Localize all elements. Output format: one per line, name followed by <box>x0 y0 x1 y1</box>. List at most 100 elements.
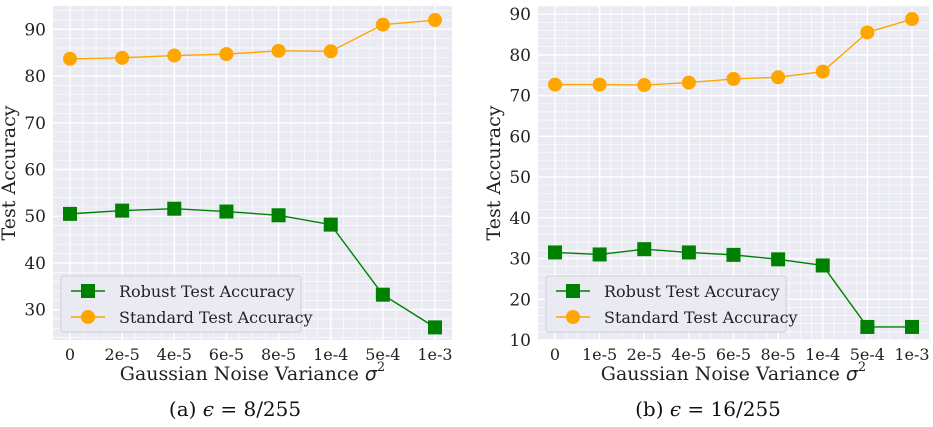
x-axis-label-symbol: σ <box>846 363 859 385</box>
legend-box <box>60 275 302 333</box>
legend-label: Robust Test Accuracy <box>604 282 780 301</box>
caption-b: (b) ϵ = 16/255 <box>635 397 781 421</box>
data-point <box>726 247 741 262</box>
legend-item: Robust Test Accuracy <box>71 282 295 301</box>
data-point <box>548 245 562 260</box>
y-tick-label: 30 <box>509 250 531 270</box>
data-point <box>905 319 919 334</box>
data-point <box>815 258 830 273</box>
data-point <box>428 320 442 335</box>
x-axis-label-exponent: 2 <box>858 360 866 375</box>
y-tick-label: 20 <box>509 290 531 310</box>
x-tick-label: 1e-5 <box>582 345 617 364</box>
data-point <box>815 64 830 79</box>
y-tick-label: 40 <box>509 209 531 229</box>
y-tick-label: 30 <box>24 301 46 321</box>
y-tick-label: 10 <box>509 331 531 351</box>
legend: Robust Test Accuracy Standard Test Accura… <box>60 275 313 333</box>
y-tick-label: 80 <box>509 46 531 66</box>
data-point <box>115 50 130 65</box>
chart-panel-a: 30 40 50 60 70 80 90 0 2e-5 4e-5 6e-5 8e-5 1e-4 5e-4 1… <box>0 6 453 421</box>
x-axis-label-symbol: σ <box>365 363 378 385</box>
y-tick-label: 50 <box>509 168 531 188</box>
y-tick-label: 90 <box>24 20 46 40</box>
data-point <box>860 319 875 334</box>
data-point <box>592 77 607 92</box>
data-point <box>63 51 77 66</box>
data-point <box>548 77 562 92</box>
x-axis-label-exponent: 2 <box>377 360 385 375</box>
x-tick-label: 0 <box>550 345 560 364</box>
x-axis-label: Gaussian Noise Variance σ2 <box>120 360 385 385</box>
legend-item: Robust Test Accuracy <box>556 282 780 301</box>
data-point <box>271 43 286 58</box>
x-tick-label: 4e-5 <box>671 345 706 364</box>
x-tick-label: 0 <box>65 345 75 364</box>
x-tick-label: 2e-5 <box>627 345 662 364</box>
x-axis-label-text: Gaussian Noise Variance <box>601 363 846 385</box>
x-tick-label: 1e-3 <box>417 345 452 364</box>
x-axis-label: Gaussian Noise Variance σ2 <box>601 360 866 385</box>
x-tick-label: 5e-4 <box>365 345 400 364</box>
y-tick-label: 60 <box>509 127 531 147</box>
data-point <box>323 44 338 59</box>
data-point <box>219 47 234 62</box>
y-axis-label: Test Accuracy <box>0 105 20 240</box>
x-tick-label: 1e-4 <box>313 345 348 364</box>
y-tick-label: 40 <box>24 254 46 274</box>
data-point <box>271 208 286 223</box>
series-line <box>69 208 436 328</box>
x-tick-label: 6e-5 <box>209 345 244 364</box>
caption-b-prefix: (b) <box>635 397 664 421</box>
y-tick-label: 70 <box>24 114 46 134</box>
y-tick-label: 80 <box>24 67 46 87</box>
x-axis-label-text: Gaussian Noise Variance <box>120 363 365 385</box>
data-point <box>637 242 652 257</box>
data-point <box>860 25 875 40</box>
series-robust <box>548 242 919 334</box>
legend-label: Robust Test Accuracy <box>119 282 295 301</box>
data-point <box>771 252 786 267</box>
data-point <box>63 206 77 221</box>
y-axis-label: Test Accuracy <box>483 105 505 240</box>
data-point <box>323 217 338 232</box>
series-line <box>69 19 436 60</box>
x-tick-label: 6e-5 <box>716 345 751 364</box>
caption-a: (a) ϵ = 8/255 <box>169 397 301 421</box>
data-point <box>167 48 182 63</box>
data-point <box>219 204 234 219</box>
legend-marker <box>81 284 95 298</box>
chart-a: 30 40 50 60 70 80 90 0 2e-5 4e-5 6e-5 8e-5 1e-4 5e-4 1… <box>0 6 453 385</box>
chart-panel-b: 10 20 30 40 50 60 70 80 90 0 1e-5 2e-5 4e-5 6e-5 8e-5 1… <box>470 0 933 427</box>
caption-a-value: = 8/255 <box>213 397 302 421</box>
legend-marker <box>566 284 580 298</box>
legend-marker <box>81 310 95 324</box>
data-point <box>681 75 696 90</box>
data-point <box>905 12 919 27</box>
data-point <box>637 78 652 93</box>
legend-item: Standard Test Accuracy <box>556 308 798 327</box>
x-tick-label: 8e-5 <box>761 345 796 364</box>
series-standard <box>548 12 919 93</box>
x-tick-label: 1e-4 <box>805 345 840 364</box>
legend-marker <box>566 310 580 324</box>
y-tick-label: 60 <box>24 160 46 180</box>
data-point <box>115 203 130 218</box>
data-point <box>375 287 390 302</box>
legend-label: Standard Test Accuracy <box>119 308 313 327</box>
data-point <box>167 201 182 216</box>
caption-b-epsilon: ϵ <box>669 397 682 421</box>
x-tick-label: 8e-5 <box>261 345 296 364</box>
x-tick-label: 4e-5 <box>157 345 192 364</box>
legend: Robust Test Accuracy Standard Test Accura… <box>545 275 798 333</box>
caption-a-prefix: (a) <box>168 397 197 421</box>
y-tick-label: 90 <box>509 5 531 25</box>
series-robust <box>63 201 442 335</box>
x-tick-label: 5e-4 <box>850 345 885 364</box>
legend-box <box>545 275 787 333</box>
data-point <box>592 247 607 262</box>
x-tick-label: 1e-3 <box>894 345 929 364</box>
data-point <box>726 71 741 86</box>
legend-item: Standard Test Accuracy <box>71 308 313 327</box>
legend-label: Standard Test Accuracy <box>604 308 798 327</box>
